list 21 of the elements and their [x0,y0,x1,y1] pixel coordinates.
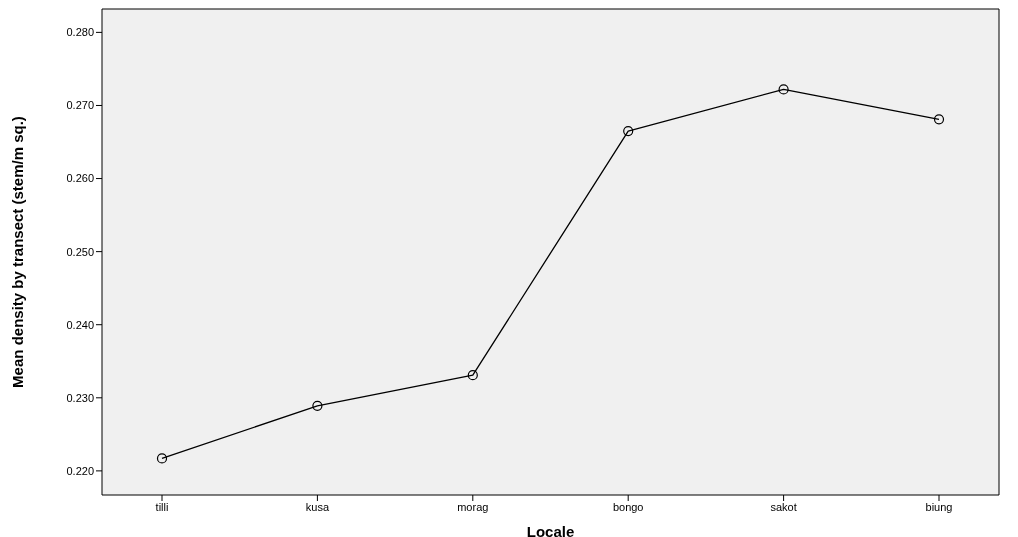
y-tick-label: 0.270 [66,99,94,112]
x-tick-label: bongo [612,500,644,513]
y-tick-label: 0.280 [66,26,94,39]
x-tick-label: morag [457,500,489,513]
y-tick-label: 0.240 [66,318,94,331]
y-tick-label: 0.220 [66,464,94,477]
point [467,370,478,381]
x-axis-title: Locale [526,523,575,537]
x-tick-label: kusa [305,500,330,513]
y-tick-label: 0.230 [66,391,94,404]
y-axis-title: Mean density by transect (stem/m sq.) [9,116,27,388]
point [156,453,168,464]
y-tick-label: 0.260 [66,172,94,185]
point [778,84,789,95]
x-tick-label: sakot [770,500,797,513]
point [312,400,323,411]
point [933,114,945,125]
y-tick-label: 0.250 [66,245,94,258]
point [623,125,634,137]
x-tick-label: tilli [155,500,169,513]
x-tick-label: biung [925,500,953,513]
